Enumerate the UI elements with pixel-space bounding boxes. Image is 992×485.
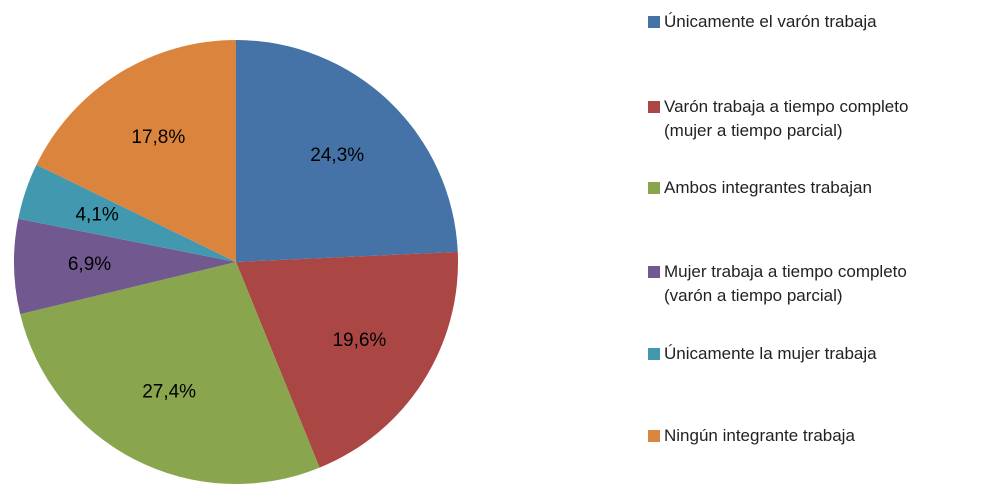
data-label: 19,6% <box>332 330 386 351</box>
pie-slice <box>236 251 458 468</box>
legend-swatch <box>648 430 660 442</box>
legend-swatch <box>648 101 660 113</box>
data-label: 17,8% <box>131 127 185 148</box>
legend-label: Ambos integrantes trabajan <box>664 178 872 197</box>
legend-label: Mujer trabaja a tiempo completo (varón a… <box>664 262 907 305</box>
pie-slice <box>36 40 236 262</box>
data-label: 24,3% <box>310 145 364 166</box>
legend-item: Únicamente la mujer trabaja <box>648 342 877 366</box>
legend-item: Ningún integrante trabaja <box>648 424 855 448</box>
legend-item: Ambos integrantes trabajan <box>648 176 872 200</box>
legend-swatch <box>648 348 660 360</box>
data-label: 27,4% <box>142 381 196 402</box>
legend-label: Ningún integrante trabaja <box>664 426 855 445</box>
pie-slice <box>236 40 458 262</box>
legend-item: Únicamente el varón trabaja <box>648 10 877 34</box>
legend-swatch <box>648 16 660 28</box>
pie-slice <box>18 164 237 262</box>
legend-swatch <box>648 182 660 194</box>
legend-label: Únicamente la mujer trabaja <box>664 344 877 363</box>
pie-slice <box>20 262 320 484</box>
legend-item: Varón trabaja a tiempo completo (mujer a… <box>648 95 908 143</box>
data-label: 6,9% <box>68 254 111 275</box>
legend-swatch <box>648 266 660 278</box>
legend-label: Únicamente el varón trabaja <box>664 12 877 31</box>
data-label: 4,1% <box>75 204 118 225</box>
legend-label: Varón trabaja a tiempo completo (mujer a… <box>664 97 909 140</box>
legend-item: Mujer trabaja a tiempo completo (varón a… <box>648 260 907 308</box>
pie-slice <box>13 218 236 315</box>
